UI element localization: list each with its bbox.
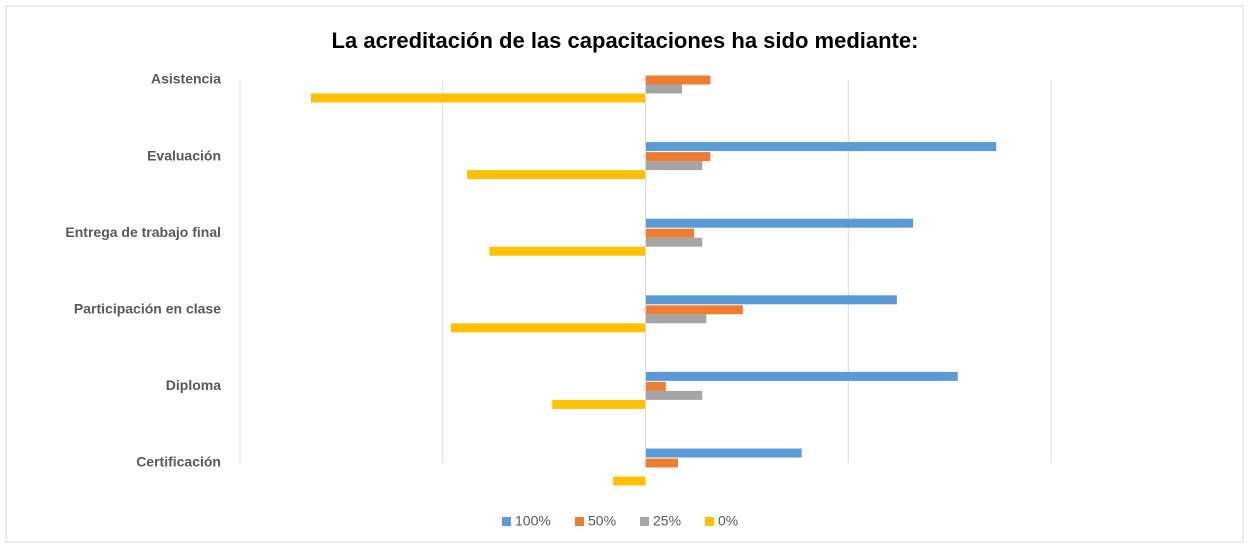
bar xyxy=(552,399,646,409)
bar xyxy=(645,295,897,305)
bar xyxy=(645,314,707,324)
bar xyxy=(450,323,646,333)
legend-swatch xyxy=(705,517,714,526)
bar xyxy=(613,476,646,486)
bar xyxy=(467,170,646,180)
legend-label: 100% xyxy=(515,513,551,529)
bar xyxy=(645,458,678,468)
y-tick-label: Evaluación xyxy=(147,147,221,163)
bar xyxy=(645,142,997,152)
legend-swatch xyxy=(640,517,649,526)
bar xyxy=(645,161,703,171)
legend-label: 50% xyxy=(588,513,616,529)
bar xyxy=(645,218,914,228)
bar xyxy=(489,246,646,256)
y-tick-label: Asistencia xyxy=(151,71,221,87)
bar xyxy=(645,237,703,247)
bar xyxy=(310,93,646,103)
chart-title: La acreditación de las capacitaciones ha… xyxy=(332,28,919,53)
bar xyxy=(645,152,711,162)
legend-swatch xyxy=(502,517,511,526)
bar xyxy=(645,228,695,238)
y-tick-label: Participación en clase xyxy=(74,301,221,317)
bar xyxy=(645,84,682,94)
legend-swatch xyxy=(575,517,584,526)
y-tick-label: Diploma xyxy=(166,377,221,393)
bar xyxy=(645,381,666,391)
legend-label: 25% xyxy=(653,513,681,529)
bar xyxy=(645,305,743,315)
legend-label: 0% xyxy=(718,513,738,529)
bar xyxy=(645,390,703,400)
y-tick-label: Certificación xyxy=(136,454,221,470)
y-tick-label: Entrega de trabajo final xyxy=(65,224,221,240)
bar xyxy=(645,371,958,381)
bar xyxy=(645,75,711,85)
bar xyxy=(645,448,802,458)
